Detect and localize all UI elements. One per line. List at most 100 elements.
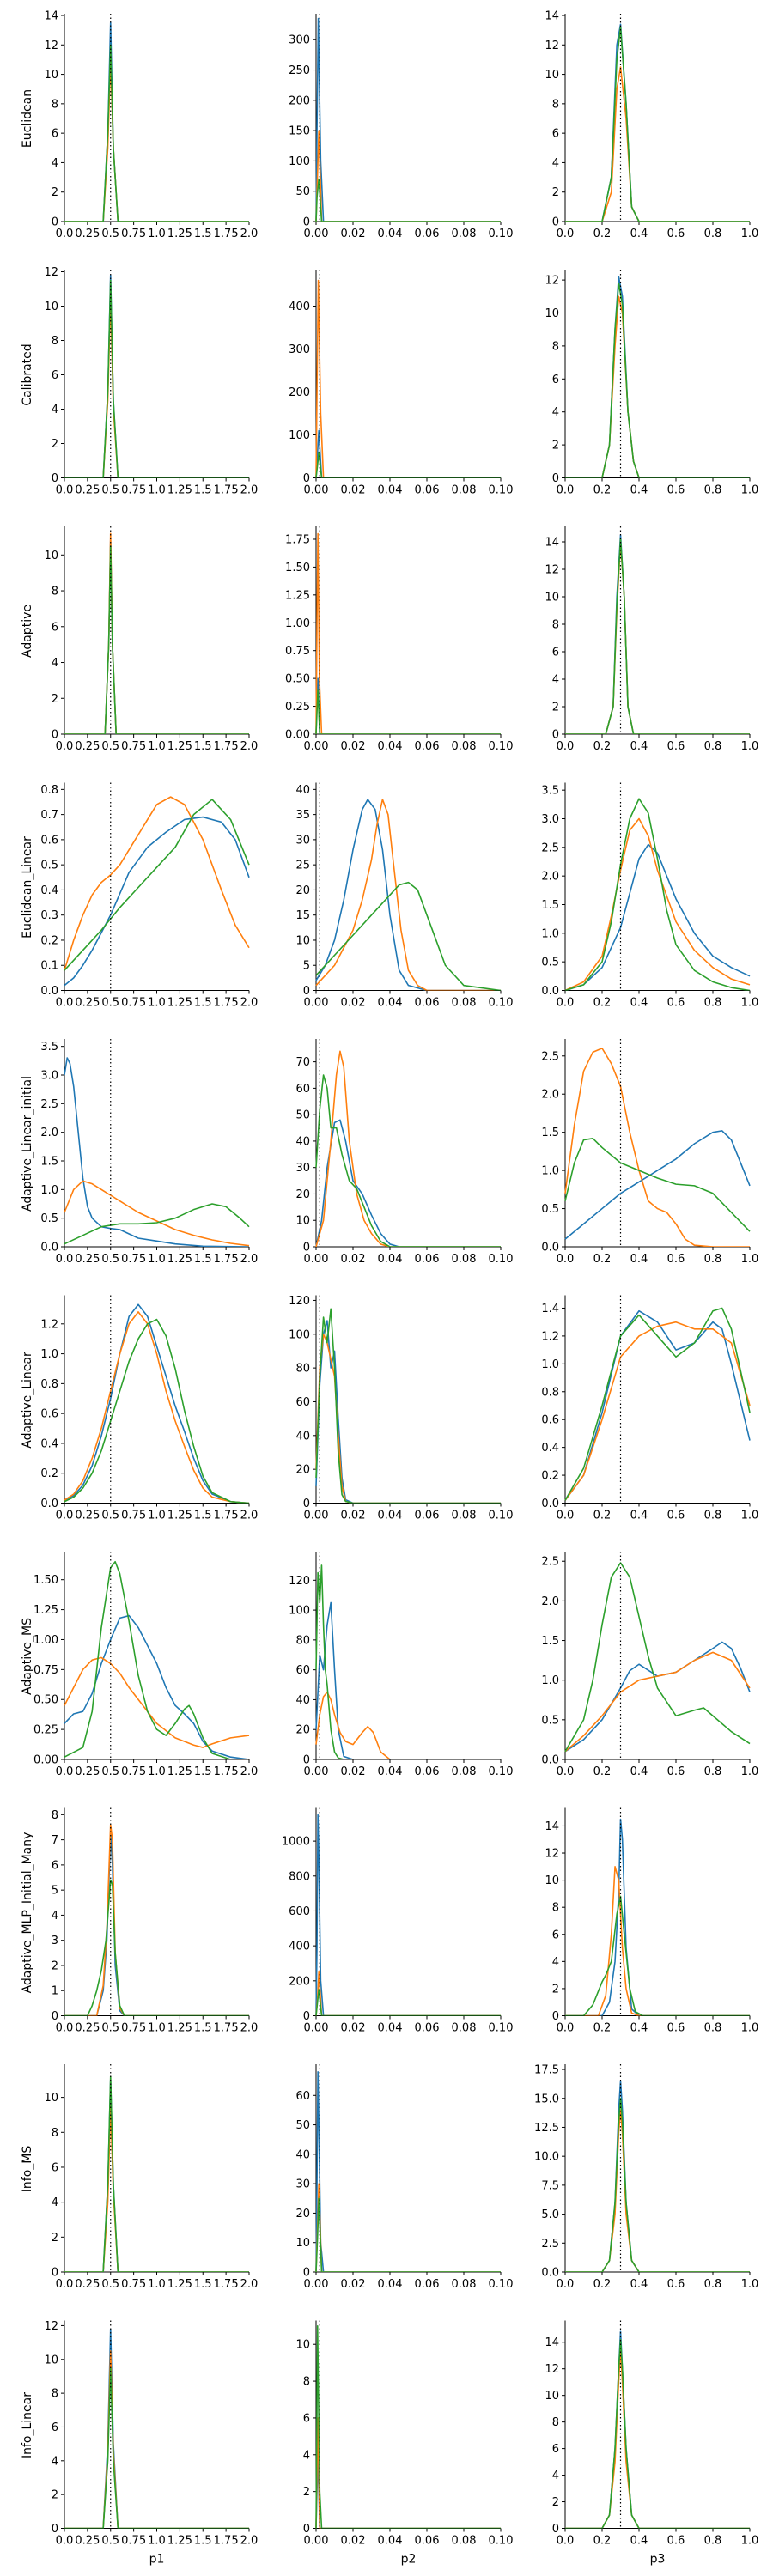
series-line-blue bbox=[315, 1814, 501, 2016]
x-tick-label: 0.0 bbox=[557, 1253, 575, 1266]
x-tick-label: 1.0 bbox=[741, 2022, 759, 2035]
x-tick-label: 0.00 bbox=[304, 2022, 329, 2035]
y-tick-label: 0 bbox=[52, 2523, 58, 2536]
y-tick-label: 0.50 bbox=[33, 1694, 58, 1707]
series-line-blue bbox=[315, 1320, 501, 1504]
y-tick-label: 6 bbox=[52, 128, 58, 141]
x-tick-label: 0.0 bbox=[56, 228, 74, 240]
y-tick-label: 40 bbox=[295, 1430, 310, 1443]
x-tick-label: 0.04 bbox=[378, 2278, 403, 2291]
panel-r7-c0: 0.0 0.25 0.5 0.75 1.0 1.25 1.5 1.75 2.0 0 1 2 3 4 5 6 7 8 bbox=[52, 1807, 258, 2035]
x-tick-label: 1.75 bbox=[214, 228, 239, 240]
panel-r3-c2: 0.0 0.2 0.4 0.6 0.8 1.0 0.0 0.5 1.0 1.5 2.0 2.5 3.0 3… bbox=[541, 782, 758, 1010]
panel-r5-c2: 0.0 0.2 0.4 0.6 0.8 1.0 0.0 0.2 0.4 0.6 0.8 1.0 1.2 1… bbox=[541, 1295, 758, 1522]
y-tick-label: 4 bbox=[303, 2449, 310, 2462]
y-tick-label: 20 bbox=[295, 2208, 310, 2221]
series-line-orange bbox=[315, 2183, 501, 2272]
x-tick-label: 0.0 bbox=[557, 228, 575, 240]
x-tick-label: 1.25 bbox=[167, 484, 192, 497]
y-tick-label: 0 bbox=[552, 2523, 559, 2536]
series-line-green bbox=[564, 1562, 751, 1753]
x-tick-label: 1.25 bbox=[167, 2535, 192, 2548]
x-tick-label: 0.06 bbox=[415, 740, 440, 753]
x-tick-label: 0.00 bbox=[304, 2535, 329, 2548]
y-tick-label: 1.2 bbox=[40, 1318, 58, 1331]
y-tick-label: 2.0 bbox=[541, 1595, 559, 1608]
x-tick-label: 0.02 bbox=[341, 1765, 366, 1778]
x-tick-label: 1.5 bbox=[194, 740, 212, 753]
x-tick-label: 0.0 bbox=[557, 2278, 575, 2291]
series-line-orange bbox=[315, 1333, 501, 1504]
y-tick-label: 1.0 bbox=[541, 927, 559, 940]
series-group bbox=[315, 2324, 501, 2529]
x-tick-label: 0.10 bbox=[489, 1253, 514, 1266]
y-tick-label: 4 bbox=[52, 1910, 58, 1923]
x-tick-label: 1.75 bbox=[214, 2022, 239, 2035]
y-tick-label: 1.0 bbox=[40, 1184, 58, 1197]
series-line-blue bbox=[64, 1614, 250, 1759]
series-line-blue bbox=[565, 534, 750, 734]
x-tick-label: 0.06 bbox=[415, 2535, 440, 2548]
y-tick-label: 1.2 bbox=[541, 1330, 559, 1343]
x-tick-label: 0.5 bbox=[101, 740, 119, 753]
series-line-blue bbox=[64, 274, 249, 478]
panel-r6-c0: 0.0 0.25 0.5 0.75 1.0 1.25 1.5 1.75 2.00.000.250… bbox=[33, 1552, 258, 1778]
x-tick-label: 0.5 bbox=[101, 228, 119, 240]
y-tick-label: 0.5 bbox=[541, 1203, 559, 1216]
series-line-green bbox=[64, 2366, 249, 2529]
series-group bbox=[564, 1562, 751, 1753]
x-tick-label: 0.02 bbox=[341, 1253, 366, 1266]
series-line-green bbox=[315, 1308, 501, 1504]
series-line-blue bbox=[565, 2330, 750, 2529]
x-tick-label: 0.04 bbox=[378, 484, 403, 497]
y-tick-label: 8 bbox=[552, 2416, 559, 2429]
y-tick-label: 1.0 bbox=[40, 1348, 58, 1361]
y-tick-label: 3.0 bbox=[541, 813, 559, 826]
x-tick-label: 0.00 bbox=[304, 1765, 329, 1778]
y-tick-label: 3.5 bbox=[40, 1041, 58, 1054]
series-line-green bbox=[565, 2097, 750, 2272]
series-line-blue bbox=[64, 816, 250, 987]
y-tick-label: 0.5 bbox=[40, 1212, 58, 1225]
row-ylabel-3: Euclidean_Linear bbox=[21, 836, 34, 939]
series-group bbox=[565, 2080, 750, 2272]
x-tick-label: 0.8 bbox=[704, 2278, 722, 2291]
x-tick-label: 1.75 bbox=[214, 1253, 239, 1266]
y-tick-label: 8 bbox=[552, 340, 559, 353]
y-tick-label: 5.0 bbox=[541, 2208, 559, 2221]
series-group bbox=[315, 1564, 501, 1759]
y-tick-label: 0 bbox=[552, 729, 559, 742]
x-tick-label: 0.4 bbox=[630, 2278, 648, 2291]
y-tick-label: 80 bbox=[295, 1363, 310, 1376]
y-tick-label: 2.0 bbox=[541, 871, 559, 884]
row-ylabel-4: Adaptive_Linear_initial bbox=[21, 1076, 34, 1212]
x-tick-label: 0.25 bbox=[75, 228, 100, 240]
y-tick-label: 4 bbox=[552, 157, 559, 170]
y-tick-label: 8 bbox=[552, 98, 559, 111]
panel-r2-c2: 0.0 0.2 0.4 0.6 0.8 1.0 0 2 4 6 8 10 12 14 bbox=[545, 526, 758, 753]
y-tick-label: 10 bbox=[44, 2354, 58, 2366]
y-tick-label: 0.7 bbox=[40, 809, 58, 822]
y-tick-label: 300 bbox=[289, 34, 310, 47]
row-ylabel-8: Info_MS bbox=[21, 2146, 34, 2193]
x-tick-label: 0.02 bbox=[341, 997, 366, 1010]
panel-r5-c1: 0.00 0.02 0.04 0.06 0.08 0.10 0 20 40 60 80 100 120 bbox=[289, 1295, 513, 1522]
series-line-green bbox=[64, 1203, 250, 1245]
x-tick-label: 0.02 bbox=[341, 484, 366, 497]
y-tick-label: 0 bbox=[552, 2010, 559, 2023]
x-tick-label: 0.0 bbox=[56, 2022, 74, 2035]
x-tick-label: 1.0 bbox=[741, 484, 759, 497]
series-line-orange bbox=[64, 1656, 250, 1748]
x-tick-label: 0.5 bbox=[101, 484, 119, 497]
series-group bbox=[315, 1814, 501, 2016]
y-tick-label: 2 bbox=[52, 438, 58, 451]
y-tick-label: 10 bbox=[545, 307, 559, 320]
series-line-green bbox=[565, 538, 750, 734]
x-tick-label: 0.00 bbox=[304, 1510, 329, 1522]
series-line-orange bbox=[315, 532, 501, 734]
y-tick-label: 8 bbox=[52, 335, 58, 348]
series-line-green bbox=[315, 1989, 501, 2016]
x-tick-label: 0.5 bbox=[101, 1510, 119, 1522]
y-tick-label: 0.5 bbox=[541, 957, 559, 969]
series-group bbox=[564, 1307, 751, 1501]
